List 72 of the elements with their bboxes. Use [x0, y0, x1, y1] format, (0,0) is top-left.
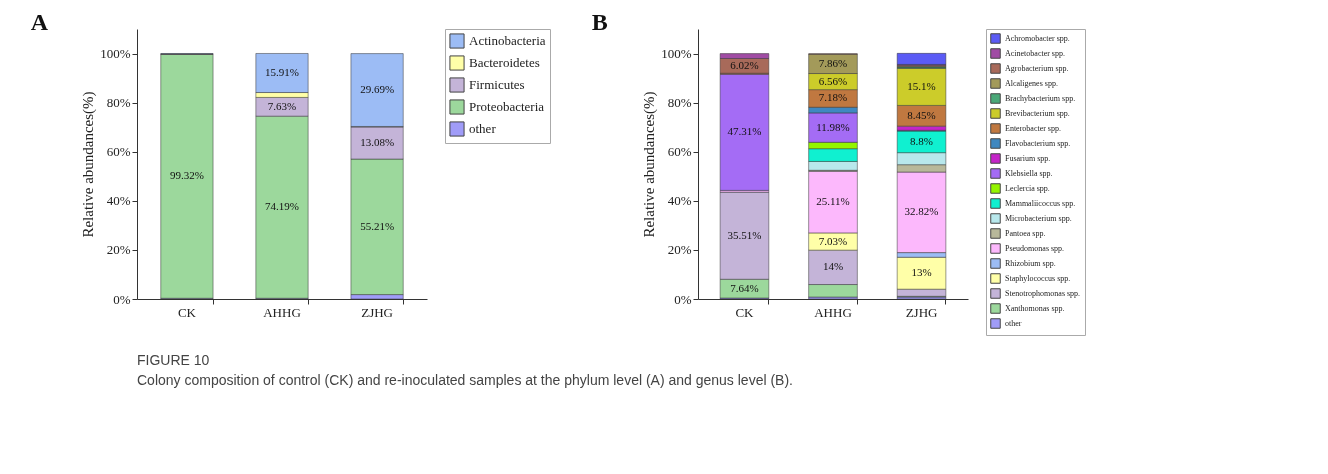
x-tick-label: ZJHG — [361, 304, 393, 320]
legend-label: Brachybacterium spp. — [1005, 93, 1076, 103]
x-tick-label: CK — [177, 304, 197, 320]
legend-label: Rhizobium spp. — [1005, 258, 1056, 268]
legend-label: Enterobacter spp. — [1005, 123, 1061, 133]
y-axis-title: Relative abundances(%) — [641, 91, 659, 238]
chart-title: B — [591, 8, 608, 35]
legend-label: Bacteroidetes — [469, 55, 540, 70]
legend-label: Alcaligenes spp. — [1005, 78, 1058, 88]
y-tick-label: 80% — [667, 95, 692, 111]
legend-label: other — [1005, 318, 1022, 328]
legend-label: Pseudomonas spp. — [1005, 243, 1065, 253]
legend-label: Staphylococcus spp. — [1005, 273, 1071, 283]
legend-label: Achromobacter spp. — [1005, 33, 1070, 43]
text: Colony composition of control (CK) and re-inoculated samples at the phylum level (A) and genus level (B). — [137, 372, 793, 388]
data-label: 7.64% — [730, 281, 759, 294]
data-label: 14% — [822, 260, 844, 273]
legend-label: Agrobacterium spp. — [1005, 63, 1069, 73]
x-tick-label: ZJHG — [905, 304, 938, 320]
data-label: 13% — [911, 266, 932, 279]
legend-label: Microbacterium spp. — [1005, 213, 1072, 223]
data-label: 8.45% — [907, 108, 936, 121]
y-tick-label: 100% — [100, 46, 131, 62]
data-label: 32.82% — [904, 205, 939, 218]
x-tick-label: AHHG — [814, 304, 852, 320]
chart-title: A — [30, 8, 49, 35]
legend-label: Xanthomonas spp. — [1005, 303, 1065, 313]
x-tick-label: CK — [735, 304, 755, 320]
legend-label: Brevibacterium spp. — [1005, 108, 1070, 118]
data-label: 8.8% — [910, 134, 933, 147]
data-label: 6.02% — [730, 58, 759, 71]
legend-label: Fusarium spp. — [1005, 153, 1051, 163]
legend-label: Firmicutes — [469, 77, 525, 92]
y-tick-label: 40% — [106, 193, 131, 209]
legend-label: other — [469, 121, 497, 136]
y-tick-label: 100% — [661, 46, 692, 62]
legend-label: Flavobacterium spp. — [1005, 138, 1071, 148]
y-tick-label: 80% — [106, 95, 131, 111]
legend-label: Pantoea spp. — [1005, 228, 1046, 238]
y-tick-label: 20% — [106, 242, 131, 258]
data-label: 15.1% — [907, 79, 936, 92]
y-axis-title: Relative abundances(%) — [80, 91, 98, 238]
y-tick-label: 20% — [667, 242, 692, 258]
legend-label: Leclercia spp. — [1005, 183, 1050, 193]
y-tick-label: 60% — [667, 144, 692, 160]
y-tick-label: 40% — [667, 193, 692, 209]
legend-label: Actinobacteria — [469, 33, 546, 48]
data-label: 15.91% — [265, 66, 299, 78]
data-label: 11.98% — [816, 120, 850, 133]
legend-label: Proteobacteria — [469, 99, 545, 114]
data-label: 7.63% — [267, 99, 297, 112]
data-label: 35.51% — [727, 228, 762, 241]
data-label: 6.56% — [818, 74, 848, 87]
y-tick-label: 0% — [113, 291, 131, 307]
x-tick-label: AHHG — [263, 304, 301, 320]
data-label: 47.31% — [727, 125, 762, 138]
legend-label: Acinetobacter spp. — [1005, 48, 1065, 58]
data-label: 29.69% — [360, 83, 395, 96]
data-label: 7.03% — [818, 234, 848, 247]
data-label: 25.11% — [816, 195, 850, 208]
data-label: 74.19% — [265, 200, 299, 213]
y-tick-label: 0% — [674, 291, 692, 307]
data-label: 99.32% — [169, 169, 204, 182]
data-label: 7.18% — [818, 91, 848, 104]
legend-label: Mammaliicoccus spp. — [1005, 198, 1076, 208]
data-label: 13.08% — [360, 136, 395, 149]
caption: FIGURE 10 — [137, 352, 210, 368]
legend-label: Stenotrophomonas spp. — [1005, 288, 1081, 298]
legend-label: Klebsiella spp. — [1005, 168, 1053, 178]
data-label: 7.86% — [818, 56, 848, 69]
y-tick-label: 60% — [106, 144, 131, 160]
data-label: 55.21% — [360, 219, 395, 232]
